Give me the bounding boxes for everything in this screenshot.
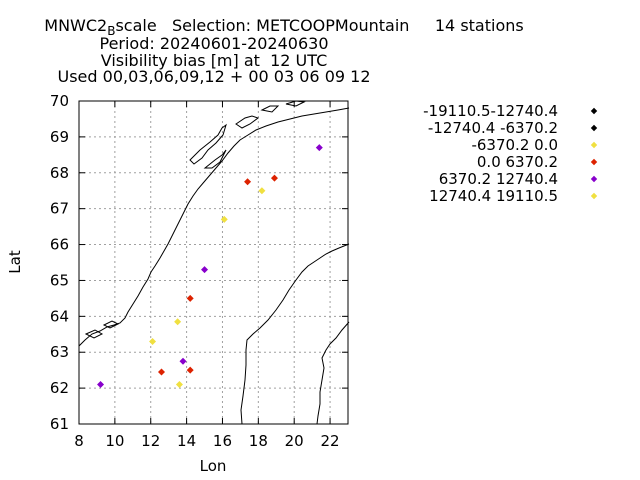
legend-marker <box>590 107 598 115</box>
coastline-map <box>78 100 350 425</box>
legend-entry-label: 0.0 6370.2 <box>477 153 558 171</box>
y-tick-label: 68 <box>50 164 69 182</box>
y-tick-label: 66 <box>50 236 69 254</box>
title-prefix: MNWC2 <box>44 16 108 35</box>
legend-marker <box>590 175 598 183</box>
title-subscript: B <box>107 24 116 39</box>
axis-ticks: 8 10 12 14 16 18 20 22 61 62 63 64 65 66 67 68 69 70 <box>50 92 348 450</box>
y-tick-label: 70 <box>50 92 69 110</box>
legend-entry-label: -12740.4 -6370.2 <box>428 119 558 137</box>
y-tick-label: 62 <box>50 379 69 397</box>
legend: -19110.5-12740.4-12740.4 -6370.2-6370.2 … <box>423 102 598 205</box>
plot-frame <box>78 100 349 425</box>
data-point <box>315 144 323 152</box>
legend-marker <box>590 158 598 166</box>
legend-marker <box>590 124 598 132</box>
x-tick-label: 18 <box>249 432 268 450</box>
x-tick-label: 8 <box>74 432 84 450</box>
data-point <box>244 178 252 186</box>
x-tick-label: 14 <box>177 432 196 450</box>
legend-marker <box>590 141 598 149</box>
chart-title-line-1: MNWC2Bscale Selection: METCOOPMountain 1… <box>0 16 604 41</box>
x-axis-label: Lon <box>200 457 227 475</box>
y-tick-label: 61 <box>50 415 69 433</box>
legend-entry-label: 6370.2 12740.4 <box>439 170 558 188</box>
legend-entry-label: 12740.4 19110.5 <box>429 187 558 205</box>
grid-lines <box>78 100 348 425</box>
y-tick-label: 65 <box>50 271 69 289</box>
data-point <box>97 381 105 389</box>
y-tick-label: 63 <box>50 343 69 361</box>
legend-entry-label: -19110.5-12740.4 <box>423 102 558 120</box>
data-point <box>186 294 194 302</box>
data-point <box>258 187 266 195</box>
chart-title-line-3: Visibility bias [m] at 12 UTC <box>100 51 328 70</box>
data-point <box>157 368 165 376</box>
chart-title-line-4: Used 00,03,06,09,12 + 00 03 06 09 12 <box>57 67 371 86</box>
data-points <box>97 144 323 389</box>
title-rest: scale Selection: METCOOPMountain 14 stat… <box>115 16 524 35</box>
data-point <box>186 366 194 374</box>
data-point <box>270 174 278 182</box>
legend-marker <box>590 192 598 200</box>
x-tick-label: 20 <box>285 432 304 450</box>
y-tick-label: 67 <box>50 200 69 218</box>
data-point <box>220 215 228 223</box>
data-point <box>174 318 182 326</box>
y-tick-label: 64 <box>50 307 69 325</box>
y-tick-label: 69 <box>50 128 69 146</box>
legend-entry-label: -6370.2 0.0 <box>471 136 558 154</box>
y-axis-label: Lat <box>6 250 24 274</box>
data-point <box>175 381 183 389</box>
x-tick-label: 12 <box>141 432 160 450</box>
data-point <box>179 357 187 365</box>
data-point <box>201 266 209 274</box>
chart-title-line-2: Period: 20240601-20240630 <box>99 34 329 53</box>
data-point <box>149 337 157 345</box>
x-tick-label: 22 <box>321 432 340 450</box>
x-tick-label: 10 <box>105 432 124 450</box>
x-tick-label: 16 <box>213 432 232 450</box>
